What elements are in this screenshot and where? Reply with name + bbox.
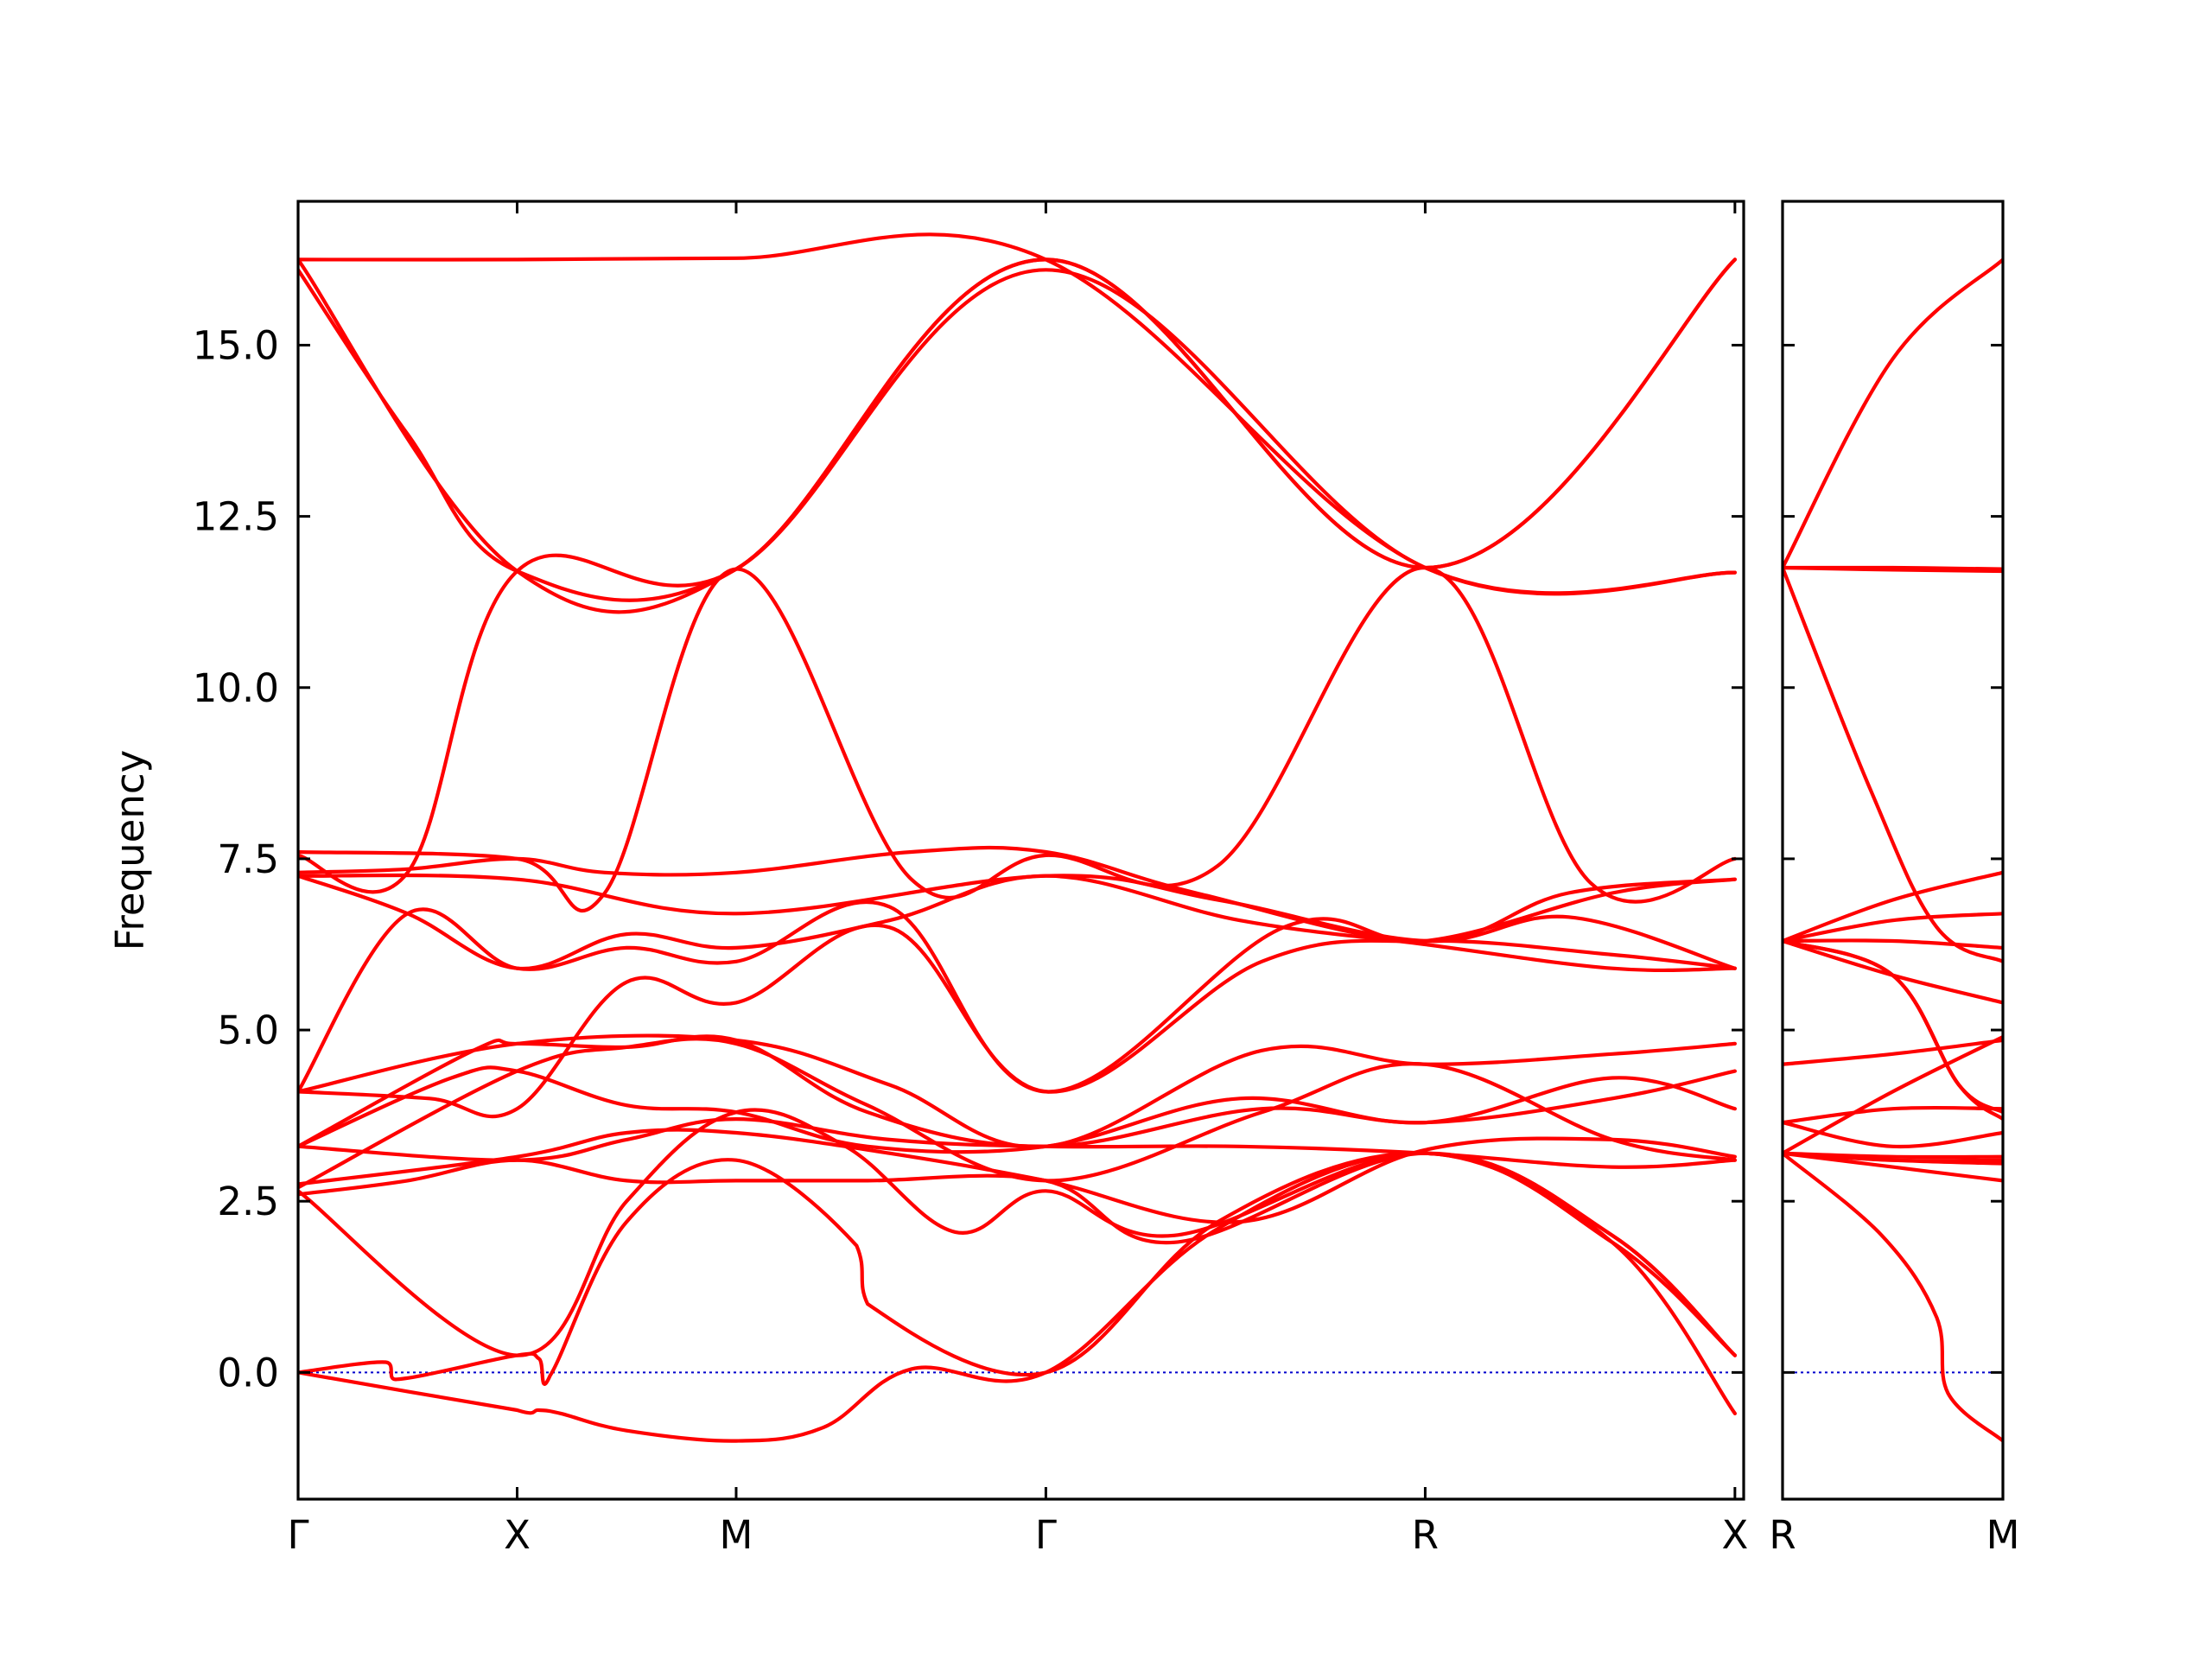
band-line-11	[298, 1033, 1737, 1149]
band-line-9	[1783, 938, 2003, 1122]
band-line-19	[1783, 1151, 2003, 1443]
high-symmetry-label-Γ: Γ	[287, 1512, 308, 1558]
y-tick-label: 0.0	[217, 1350, 279, 1395]
high-symmetry-label-M: M	[720, 1512, 753, 1558]
band-line-10	[298, 923, 1737, 1119]
band-line-8	[298, 874, 1737, 973]
band-line-3	[1783, 565, 2003, 574]
high-symmetry-label-R: R	[1769, 1512, 1796, 1558]
band-line-13	[298, 1065, 1737, 1154]
band-line-3	[298, 268, 1737, 602]
band-line-7	[1783, 938, 2003, 950]
band-line-7	[298, 873, 1737, 970]
band-series-group	[298, 232, 1737, 1443]
y-tick-label: 10.0	[193, 665, 279, 711]
band-line-16	[298, 1128, 1737, 1224]
band-line-2	[298, 257, 1737, 614]
high-symmetry-label-X: X	[504, 1512, 531, 1558]
band-line-13	[1783, 1034, 2003, 1155]
high-symmetry-label-Γ: Γ	[1035, 1512, 1057, 1558]
band-line-1	[1783, 257, 2003, 570]
band-line-9	[298, 877, 1737, 1094]
high-symmetry-label-R: R	[1412, 1512, 1439, 1558]
y-tick-label: 5.0	[217, 1007, 279, 1053]
band-line-14	[1783, 1121, 2003, 1149]
band-line-19	[298, 1151, 1737, 1386]
y-tick-label: 15.0	[193, 322, 279, 368]
band-line-4	[1783, 565, 2003, 963]
panel-frame	[1781, 200, 2005, 1501]
high-symmetry-label-X: X	[1721, 1512, 1748, 1558]
band-series-group	[1783, 257, 2003, 1443]
high-symmetry-label-M: M	[1986, 1512, 2020, 1558]
band-line-11	[1783, 1038, 2003, 1066]
band-line-4	[298, 257, 1737, 894]
band-line-6	[1783, 912, 2003, 944]
band-line-12	[298, 1034, 1737, 1148]
band-line-15	[298, 1117, 1737, 1169]
band-line-5	[1783, 870, 2003, 944]
panel-1: 0.0 2.5 5.0 7.5 10.0 12.5 15.0 Γ X M Γ R X	[193, 200, 1748, 1558]
y-tick-label: 2.5	[217, 1179, 279, 1224]
panel-frame	[296, 200, 1745, 1501]
y-tick-label: 12.5	[193, 494, 279, 540]
band-line-18	[1783, 1151, 2003, 1166]
band-line-1	[298, 232, 1737, 596]
plot-layer: 0.02.55.07.510.012.515.0Γ X M Γ R X R MFrequenc…	[107, 200, 2020, 1558]
band-line-18	[298, 1151, 1737, 1357]
band-line-20	[298, 1151, 1737, 1443]
band-line-8	[1783, 938, 2003, 1115]
band-line-10	[1783, 938, 2003, 1005]
y-axis-label: Frequency	[107, 750, 153, 950]
y-tick-label: 7.5	[217, 836, 279, 882]
band-line-12	[1783, 1105, 2003, 1125]
